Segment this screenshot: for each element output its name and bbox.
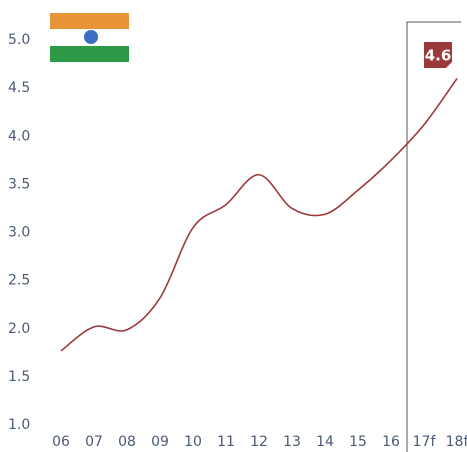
x-tick-label: 10 xyxy=(184,434,202,450)
x-tick-label: 11 xyxy=(217,434,235,450)
flag-stripe xyxy=(50,46,129,62)
y-tick-label: 2.0 xyxy=(8,321,30,337)
x-tick-label: 13 xyxy=(283,434,301,450)
x-tick-label: 14 xyxy=(316,434,334,450)
x-tick-label: 07 xyxy=(85,434,103,450)
y-tick-label: 5.0 xyxy=(8,32,30,48)
forecast-frame xyxy=(406,21,461,452)
y-tick-label: 1.0 xyxy=(8,417,30,433)
x-tick-label: 08 xyxy=(118,434,136,450)
flag-wheel xyxy=(84,30,98,44)
value-label-box xyxy=(424,42,452,68)
flag xyxy=(50,13,129,62)
x-tick-label: 17f xyxy=(413,434,437,450)
y-tick-label: 4.5 xyxy=(8,80,30,96)
flag-stripe xyxy=(50,13,129,29)
line xyxy=(60,78,458,352)
x-tick-label: 15 xyxy=(349,434,367,450)
y-tick-label: 2.5 xyxy=(8,273,30,289)
x-tick-label: 12 xyxy=(250,434,268,450)
value-label: 4.6 xyxy=(425,47,452,65)
y-tick-label: 1.5 xyxy=(8,369,30,385)
x-tick-label: 06 xyxy=(52,434,70,450)
x-tick-label: 18f xyxy=(446,434,467,450)
y-tick-label: 3.0 xyxy=(8,225,30,241)
x-tick-label: 09 xyxy=(151,434,169,450)
y-tick-label: 3.5 xyxy=(8,176,30,192)
x-tick-label: 16 xyxy=(382,434,400,450)
y-tick-label: 4.0 xyxy=(8,128,30,144)
